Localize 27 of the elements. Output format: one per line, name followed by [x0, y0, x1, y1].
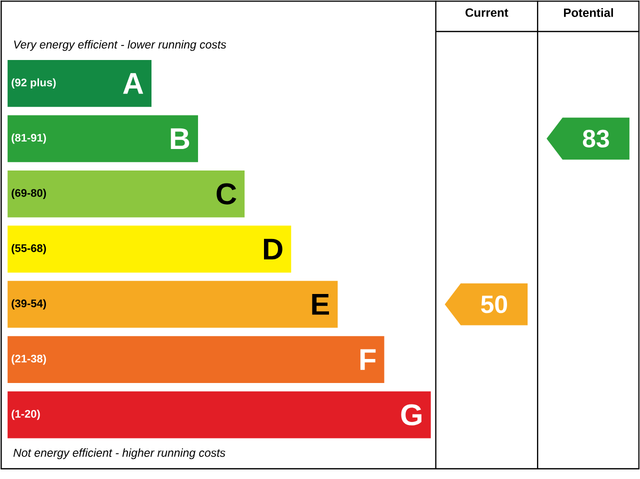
text: Potential — [564, 8, 613, 18]
annotation: (39-54) — [12, 299, 46, 310]
text: 50 — [481, 296, 508, 314]
text: 83 — [582, 130, 609, 148]
bar — [8, 115, 198, 162]
text: Not energy efficient - higher running costs — [13, 448, 226, 460]
y-tick-label: B — [170, 128, 190, 150]
annotation: (81-91) — [12, 134, 46, 144]
text: Current — [466, 8, 508, 17]
y-tick-label: E — [312, 294, 329, 315]
text: Very energy efficient - lower running costs — [14, 40, 226, 51]
annotation: (55-68) — [12, 244, 46, 254]
bar — [8, 60, 152, 108]
bar — [8, 336, 384, 384]
y-tick-label: F — [360, 349, 376, 370]
annotation: (21-38) — [12, 354, 46, 365]
y-tick-label: A — [123, 73, 144, 94]
bar — [8, 391, 431, 438]
y-tick-label: G — [401, 404, 422, 426]
annotation: (1-20) — [12, 410, 40, 420]
annotation: (92 plus) — [12, 78, 56, 89]
bar — [8, 226, 292, 273]
bar — [8, 170, 245, 218]
annotation: (69-80) — [12, 188, 46, 200]
y-tick-label: C — [216, 183, 236, 205]
bar — [8, 281, 338, 328]
y-tick-label: D — [264, 238, 282, 260]
